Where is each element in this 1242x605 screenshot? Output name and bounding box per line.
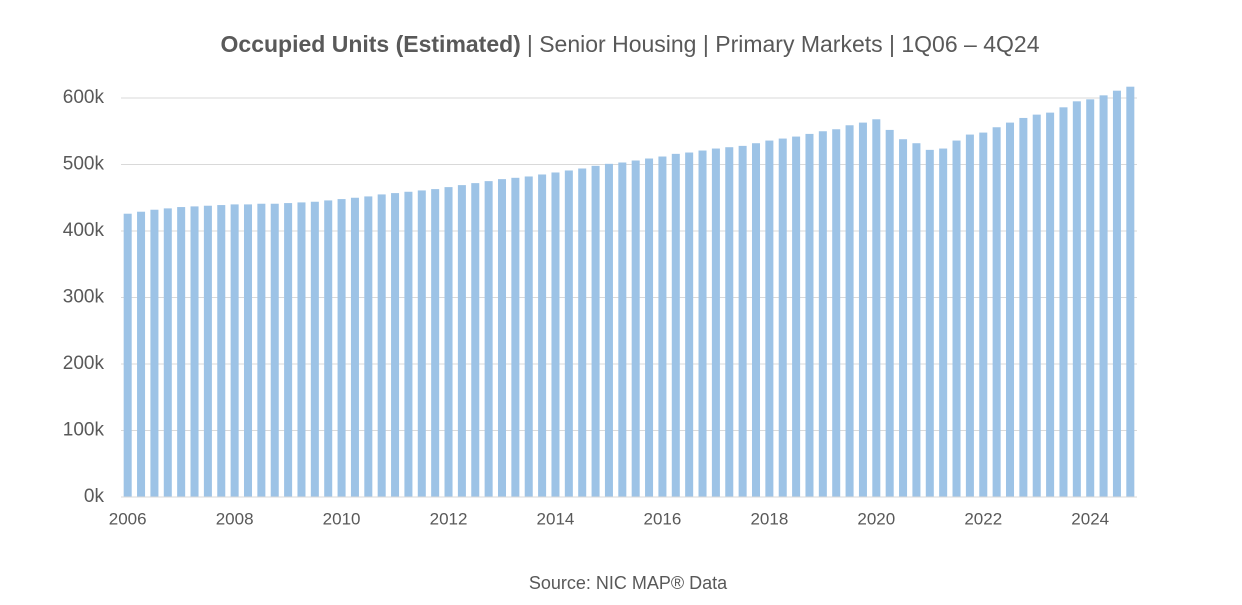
x-tick-label: 2024 [1071,509,1109,528]
bar [511,177,520,498]
bar [698,150,707,497]
bar [538,174,547,497]
bar [284,203,293,497]
bar [912,143,921,497]
y-tick-label: 0k [84,486,105,507]
x-tick-label: 2010 [323,509,361,528]
bar [858,122,867,497]
bar [992,127,1001,497]
bar [818,131,827,497]
bar [457,185,466,498]
x-tick-label: 2012 [430,509,468,528]
bar [751,143,761,497]
bar [1019,117,1028,497]
bar [671,153,680,498]
bar [952,140,961,497]
bar [591,165,600,497]
bar [885,129,894,498]
bar [297,202,306,497]
bar [551,172,560,498]
y-tick-label: 600k [63,87,105,108]
bar [324,200,333,497]
x-tick-label: 2006 [109,509,147,528]
bar [1059,107,1068,497]
bar [765,140,774,497]
x-tick-label: 2016 [644,509,682,528]
bar [604,163,613,497]
bar [377,194,386,498]
y-tick-label: 500k [63,154,105,175]
bar [872,119,881,497]
x-tick-label: 2022 [964,509,1002,528]
source: Source: NIC MAP® Data [529,573,728,593]
bar [725,147,734,497]
bar [1005,122,1015,497]
bar [417,190,426,497]
bar [270,203,279,498]
y-tick-label: 200k [63,353,105,374]
bar [979,132,988,497]
bar [137,211,146,497]
bar [1112,90,1121,497]
bar [658,156,667,497]
bar [350,197,359,497]
bar [1032,114,1041,497]
bar [564,170,573,498]
bar [792,136,801,497]
bar [337,199,346,497]
x-tick-label: 2020 [857,509,895,528]
bar [431,189,440,498]
x-tick-label: 2008 [216,509,254,528]
y-tick-label: 100k [63,420,105,441]
bar [484,181,493,497]
y-tick-label: 300k [63,287,105,308]
x-tick-label: 2014 [537,509,575,528]
bar [497,179,507,497]
bar [1046,112,1055,497]
bar [845,125,854,497]
bar [203,205,212,498]
bar [738,145,747,497]
bar [230,204,239,497]
bar [190,206,199,497]
bar [939,148,948,498]
chart-heading: Occupied Units (Estimated) | Senior Housi… [221,31,1040,57]
bar [257,203,266,498]
bar [965,134,974,497]
bar [123,213,132,497]
chart-title: Occupied Units (Estimated) [221,31,521,57]
bar [177,207,186,497]
bar [578,168,587,498]
bar [1126,86,1135,497]
bar [685,152,694,497]
bar [243,204,253,497]
bar [925,149,934,497]
bar [444,187,453,498]
bar [711,148,720,498]
bar [471,183,480,497]
bar [645,158,654,497]
bar [1072,101,1081,497]
x-tick-label: 2018 [750,509,788,528]
bar [899,139,908,498]
bar [310,201,319,498]
bar [364,196,373,498]
chart-subtitle: | Senior Housing | Primary Markets | 1Q0… [527,31,1040,57]
bar [778,138,787,497]
bar [524,176,533,497]
bar [631,160,640,497]
y-tick-label: 400k [63,220,105,241]
bar [404,191,413,497]
bar [1099,95,1108,497]
bar [150,209,159,497]
bar [1086,99,1095,497]
bar [618,162,627,497]
bar [217,205,226,497]
bar [832,129,841,497]
bar [805,133,814,497]
bar [391,193,400,497]
bar [163,208,172,497]
